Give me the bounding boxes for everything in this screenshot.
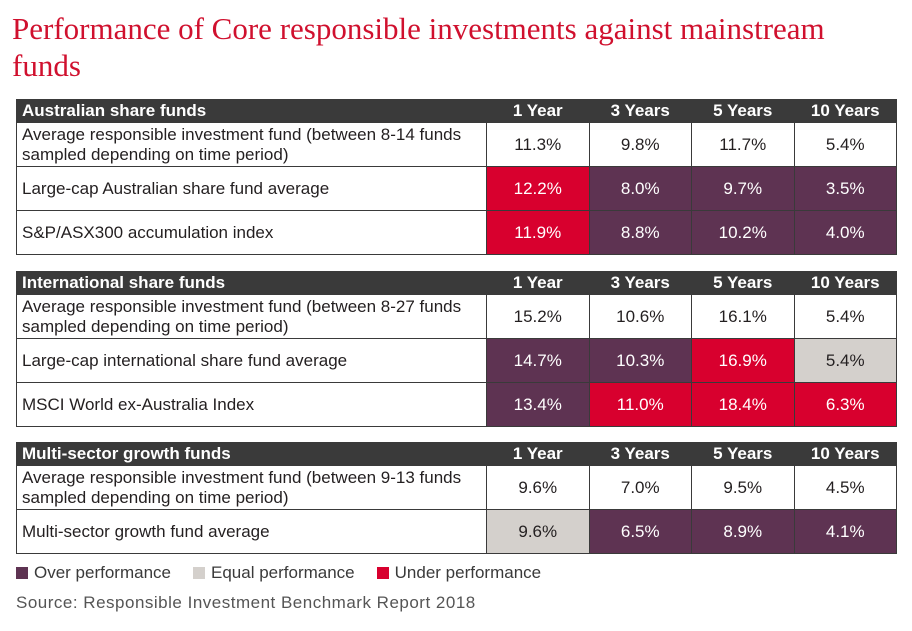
- value-cell: 3.5%: [793, 166, 897, 211]
- value-cell: 12.2%: [486, 166, 590, 211]
- legend-item-under: Under performance: [376, 563, 542, 583]
- value-cell: 7.0%: [588, 465, 692, 510]
- value-cell: 11.7%: [691, 122, 795, 167]
- value-cell: 4.1%: [793, 509, 897, 554]
- value-cell: 6.3%: [793, 382, 897, 427]
- value-cell: 5.4%: [793, 338, 897, 383]
- value-cell: 8.9%: [691, 509, 795, 554]
- column-header-5-years: 5 Years: [691, 99, 795, 123]
- column-header-10-years: 10 Years: [793, 99, 897, 123]
- value-cell: 11.0%: [588, 382, 692, 427]
- table-row: Large-cap international share fund avera…: [16, 338, 897, 383]
- table-section-heading: Multi-sector growth funds: [16, 442, 487, 466]
- value-cell: 13.4%: [486, 382, 590, 427]
- legend-label: Over performance: [34, 563, 171, 582]
- value-cell: 15.2%: [486, 294, 590, 339]
- legend-swatch-over: [16, 567, 28, 579]
- table-section-heading: Australian share funds: [16, 99, 487, 123]
- row-label: Large-cap international share fund avera…: [16, 338, 487, 383]
- legend: Over performance Equal performance Under…: [16, 563, 563, 583]
- value-cell: 10.2%: [691, 210, 795, 255]
- column-header-1-year: 1 Year: [486, 99, 590, 123]
- legend-label: Equal performance: [211, 563, 355, 582]
- column-header-10-years: 10 Years: [793, 271, 897, 295]
- row-label: S&P/ASX300 accumulation index: [16, 210, 487, 255]
- column-header-10-years: 10 Years: [793, 442, 897, 466]
- value-cell: 16.1%: [691, 294, 795, 339]
- source-note: Source: Responsible Investment Benchmark…: [16, 593, 476, 612]
- table-header-row: Multi-sector growth funds 1 Year 3 Years…: [16, 442, 897, 466]
- row-label: MSCI World ex-Australia Index: [16, 382, 487, 427]
- multi-sector-growth-funds-table: Multi-sector growth funds 1 Year 3 Years…: [16, 442, 897, 554]
- legend-label: Under performance: [394, 563, 542, 582]
- value-cell: 9.7%: [691, 166, 795, 211]
- row-label: Large-cap Australian share fund average: [16, 166, 487, 211]
- row-label: Multi-sector growth fund average: [16, 509, 487, 554]
- value-cell: 10.3%: [588, 338, 692, 383]
- table-row: Large-cap Australian share fund average …: [16, 166, 897, 211]
- column-header-3-years: 3 Years: [588, 99, 692, 123]
- value-cell: 18.4%: [691, 382, 795, 427]
- column-header-3-years: 3 Years: [588, 271, 692, 295]
- legend-item-equal: Equal performance: [193, 563, 355, 583]
- value-cell: 14.7%: [486, 338, 590, 383]
- table-row: Multi-sector growth fund average 9.6% 6.…: [16, 509, 897, 554]
- value-cell: 4.5%: [793, 465, 897, 510]
- row-label: Average responsible investment fund (bet…: [16, 294, 487, 339]
- column-header-1-year: 1 Year: [486, 271, 590, 295]
- value-cell: 16.9%: [691, 338, 795, 383]
- table-header-row: Australian share funds 1 Year 3 Years 5 …: [16, 99, 897, 123]
- column-header-5-years: 5 Years: [691, 442, 795, 466]
- table-row: MSCI World ex-Australia Index 13.4% 11.0…: [16, 382, 897, 427]
- value-cell: 11.9%: [486, 210, 590, 255]
- value-cell: 4.0%: [793, 210, 897, 255]
- row-label: Average responsible investment fund (bet…: [16, 122, 487, 167]
- legend-swatch-equal: [193, 567, 205, 579]
- value-cell: 8.8%: [588, 210, 692, 255]
- table-row: S&P/ASX300 accumulation index 11.9% 8.8%…: [16, 210, 897, 255]
- column-header-1-year: 1 Year: [486, 442, 590, 466]
- value-cell: 5.4%: [793, 122, 897, 167]
- column-header-3-years: 3 Years: [588, 442, 692, 466]
- table-row: Average responsible investment fund (bet…: [16, 122, 897, 167]
- table-row: Average responsible investment fund (bet…: [16, 294, 897, 339]
- value-cell: 10.6%: [588, 294, 692, 339]
- value-cell: 5.4%: [793, 294, 897, 339]
- legend-item-over: Over performance: [16, 563, 171, 583]
- value-cell: 9.5%: [691, 465, 795, 510]
- value-cell: 8.0%: [588, 166, 692, 211]
- value-cell: 9.8%: [588, 122, 692, 167]
- value-cell: 11.3%: [486, 122, 590, 167]
- row-label: Average responsible investment fund (bet…: [16, 465, 487, 510]
- value-cell: 9.6%: [486, 509, 590, 554]
- table-header-row: International share funds 1 Year 3 Years…: [16, 271, 897, 295]
- legend-swatch-under: [376, 567, 389, 579]
- table-row: Average responsible investment fund (bet…: [16, 465, 897, 510]
- table-section-heading: International share funds: [16, 271, 487, 295]
- page-title: Performance of Core responsible investme…: [12, 11, 825, 83]
- value-cell: 9.6%: [486, 465, 590, 510]
- column-header-5-years: 5 Years: [691, 271, 795, 295]
- value-cell: 6.5%: [588, 509, 692, 554]
- australian-share-funds-table: Australian share funds 1 Year 3 Years 5 …: [16, 99, 897, 255]
- international-share-funds-table: International share funds 1 Year 3 Years…: [16, 271, 897, 427]
